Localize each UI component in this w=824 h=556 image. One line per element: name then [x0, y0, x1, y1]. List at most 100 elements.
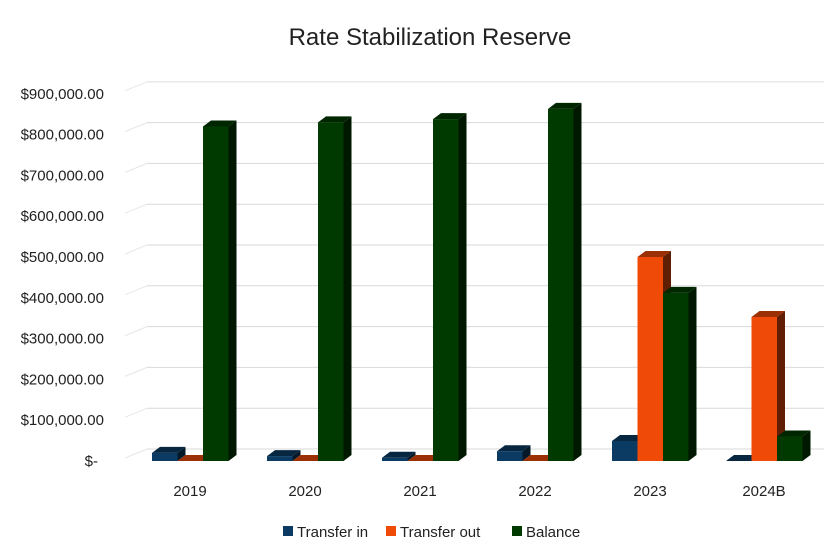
- bar-transfer-out-2019: [177, 455, 211, 461]
- bar-balance-2019: [203, 120, 237, 461]
- gridline-side: [124, 407, 148, 418]
- x-tick-label: 2019: [173, 483, 206, 500]
- gridline-side: [124, 285, 148, 296]
- bar-front: [663, 292, 689, 461]
- bar-balance-2024B: [777, 430, 811, 461]
- gridline-side: [124, 81, 148, 92]
- bar-top: [292, 455, 326, 461]
- bar-transfer-out-2024B: [751, 310, 785, 461]
- bar-side: [177, 446, 186, 461]
- bar-front: [751, 316, 777, 461]
- bar-front: [612, 441, 638, 461]
- y-axis: $- $100,000.00 $200,000.00 $300,000.00 $400,…: [21, 86, 104, 470]
- bar-transfer-out-2022: [522, 455, 556, 461]
- bar-transfer-in-2022: [497, 445, 531, 461]
- x-axis: 2019 2020 2021 2022 2023 2024B: [173, 483, 785, 500]
- y-tick-label: $600,000.00: [21, 208, 104, 225]
- chart-title: Rate Stabilization Reserve: [289, 24, 572, 51]
- bar-top: [497, 445, 531, 452]
- gridline-side: [124, 203, 148, 214]
- y-tick-label: $800,000.00: [21, 127, 104, 144]
- bar-front: [777, 436, 803, 461]
- x-tick-label: 2024B: [742, 483, 785, 500]
- legend-label: Transfer in: [297, 524, 368, 541]
- bar-side: [458, 113, 467, 461]
- bar-top: [152, 446, 186, 453]
- y-tick-label: $700,000.00: [21, 167, 104, 184]
- bar-top: [751, 310, 785, 317]
- legend-item: Balance: [512, 524, 580, 541]
- bar-front: [497, 451, 523, 461]
- bars: [152, 102, 811, 462]
- legend-swatch: [512, 526, 522, 536]
- bar-side: [688, 286, 697, 461]
- gridline-side: [124, 162, 148, 173]
- bar-side: [343, 116, 352, 462]
- bar-top: [203, 120, 237, 127]
- bar-side: [407, 451, 416, 461]
- bar-front: [152, 452, 178, 461]
- bar-top: [267, 450, 301, 457]
- bar-front: [382, 457, 408, 461]
- bar-transfer-in-2021: [382, 451, 416, 461]
- bar-top: [612, 435, 646, 442]
- bar-front: [637, 257, 663, 461]
- bar-side: [522, 445, 531, 461]
- bar-transfer-out-2021: [407, 455, 441, 461]
- y-tick-label: $500,000.00: [21, 249, 104, 266]
- bar-front: [433, 119, 459, 461]
- y-tick-label: $100,000.00: [21, 412, 104, 429]
- bar-top: [522, 455, 556, 461]
- bar-transfer-in-2024B: [726, 455, 760, 461]
- bar-front: [548, 108, 574, 462]
- bar-front: [318, 122, 344, 462]
- gridline-side: [124, 326, 148, 337]
- bar-front: [267, 456, 293, 461]
- legend-item: Transfer in: [283, 524, 368, 541]
- y-tick-label: $400,000.00: [21, 290, 104, 307]
- bar-transfer-out-2020: [292, 455, 326, 461]
- y-tick-label: $-: [85, 453, 98, 470]
- bar-side: [292, 450, 301, 461]
- legend-swatch: [386, 526, 396, 536]
- x-tick-label: 2020: [288, 483, 321, 500]
- bar-balance-2023: [663, 286, 697, 461]
- bar-top: [663, 286, 697, 293]
- bar-side: [228, 120, 237, 461]
- bar-balance-2022: [548, 102, 582, 462]
- x-tick-label: 2023: [633, 483, 666, 500]
- bar-top: [433, 113, 467, 120]
- gridlines: [124, 81, 824, 459]
- legend-item: Transfer out: [386, 524, 481, 541]
- y-tick-label: $300,000.00: [21, 331, 104, 348]
- bar-top: [777, 430, 811, 437]
- bar-top: [548, 102, 582, 109]
- legend-label: Balance: [526, 524, 580, 541]
- gridline-side: [124, 122, 148, 133]
- gridline-side: [124, 448, 148, 459]
- bar-top: [318, 116, 352, 123]
- bar-top: [382, 451, 416, 458]
- y-tick-label: $900,000.00: [21, 86, 104, 103]
- legend: Transfer in Transfer out Balance: [283, 524, 580, 541]
- bar-transfer-in-2019: [152, 446, 186, 461]
- bar-top: [637, 251, 671, 257]
- bar-top: [177, 455, 211, 461]
- bar-side: [573, 102, 582, 462]
- bar-balance-2021: [433, 113, 467, 461]
- bar-front: [203, 126, 229, 461]
- legend-swatch: [283, 526, 293, 536]
- bar-side: [777, 310, 785, 461]
- legend-label: Transfer out: [400, 524, 481, 541]
- gridline-side: [124, 366, 148, 377]
- x-tick-label: 2021: [403, 483, 436, 500]
- gridline-side: [124, 244, 148, 255]
- bar-transfer-in-2020: [267, 450, 301, 461]
- bar-balance-2020: [318, 116, 352, 462]
- y-tick-label: $200,000.00: [21, 371, 104, 388]
- x-tick-label: 2022: [518, 483, 551, 500]
- bar-top: [407, 455, 441, 461]
- bar-top: [726, 455, 760, 461]
- bar-side: [802, 430, 811, 461]
